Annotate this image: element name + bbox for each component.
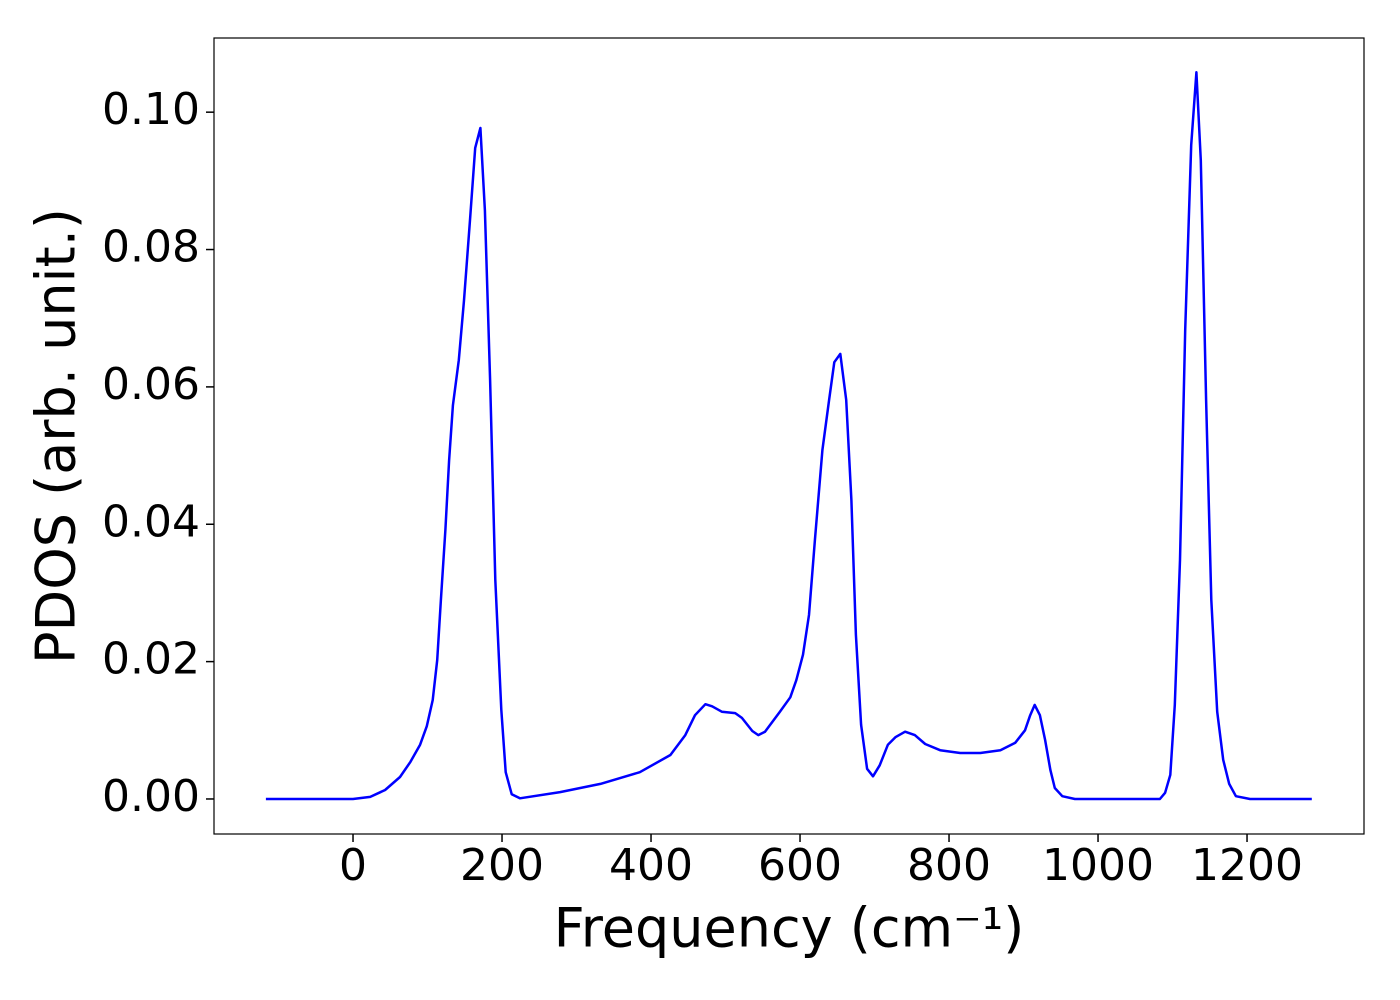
x-tick-label: 1000 bbox=[1042, 840, 1154, 891]
x-axis-label: Frequency (cm⁻¹) bbox=[554, 897, 1025, 960]
x-tick-label: 800 bbox=[907, 840, 991, 891]
y-tick-label: 0.10 bbox=[102, 84, 200, 135]
x-tick-label: 200 bbox=[460, 840, 544, 891]
x-tick-label: 600 bbox=[758, 840, 842, 891]
y-tick-label: 0.08 bbox=[102, 222, 200, 273]
x-tick-label: 400 bbox=[609, 840, 693, 891]
y-tick-label: 0.00 bbox=[102, 771, 200, 822]
line-series bbox=[265, 71, 1312, 801]
y-tick-label: 0.06 bbox=[102, 359, 200, 410]
x-tick-label: 0 bbox=[339, 840, 367, 891]
y-axis-label: PDOS (arb. unit.) bbox=[25, 208, 88, 664]
plot-frame bbox=[213, 37, 1365, 835]
x-tick-label: 1200 bbox=[1191, 840, 1303, 891]
y-tick-label: 0.04 bbox=[102, 496, 200, 547]
y-tick-label: 0.02 bbox=[102, 634, 200, 685]
